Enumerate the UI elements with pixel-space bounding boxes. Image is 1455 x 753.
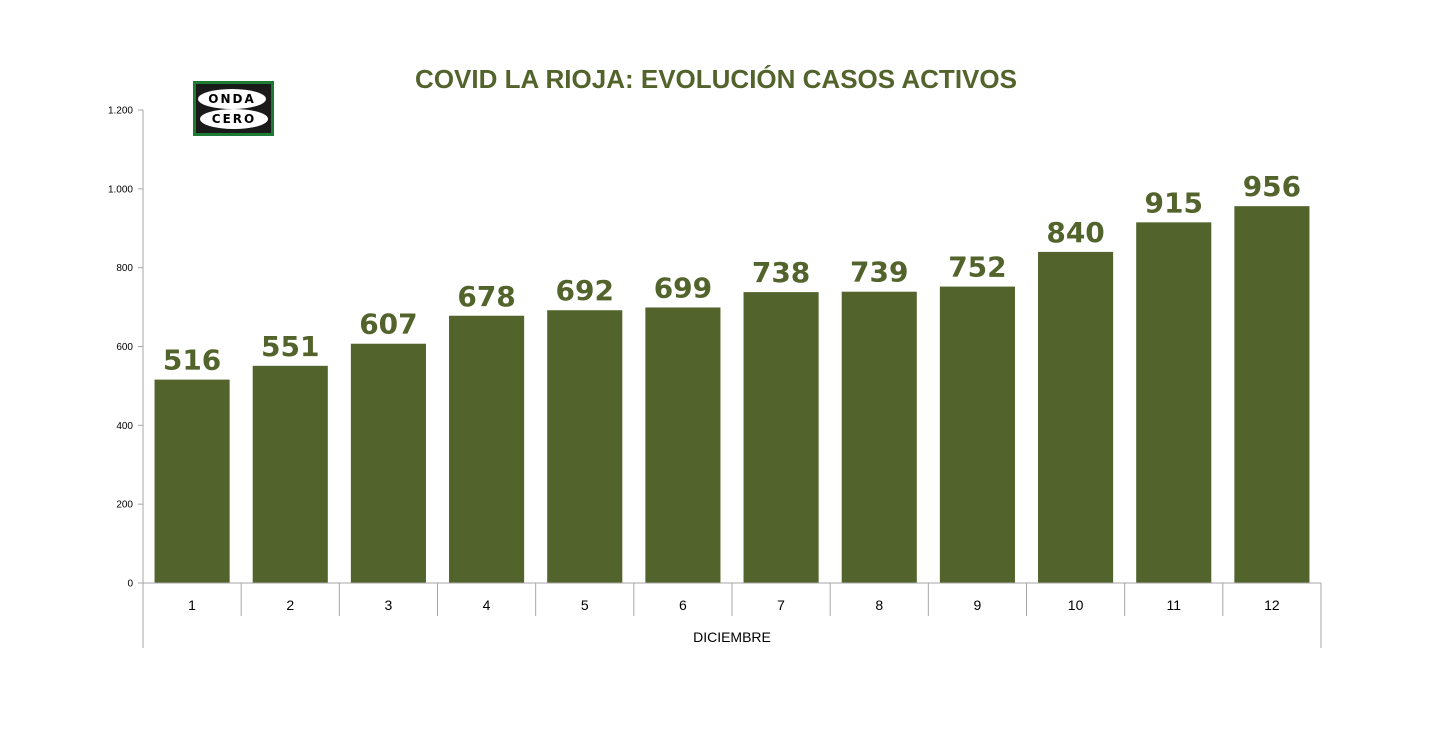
chart-title: COVID LA RIOJA: EVOLUCIÓN CASOS ACTIVOS	[415, 64, 1017, 94]
bar	[252, 365, 328, 583]
data-label: 699	[654, 271, 712, 304]
y-tick-label: 1.000	[108, 184, 133, 195]
bar	[1234, 206, 1310, 583]
y-tick-label: 1.200	[108, 106, 133, 117]
bar	[547, 310, 623, 583]
data-label: 956	[1243, 170, 1301, 203]
x-tick-label: 8	[875, 597, 883, 613]
x-tick-label: 5	[581, 597, 589, 613]
y-tick-label: 0	[127, 579, 133, 590]
x-tick-label: 12	[1264, 597, 1280, 613]
x-tick-label: 4	[483, 597, 491, 613]
data-label: 840	[1046, 216, 1104, 249]
bar	[154, 379, 230, 583]
data-label: 915	[1145, 186, 1203, 219]
bar	[841, 291, 917, 583]
bar	[939, 286, 1015, 583]
y-tick-label: 200	[116, 500, 133, 511]
bar	[743, 292, 819, 583]
data-label: 738	[752, 256, 810, 289]
data-label: 678	[457, 280, 515, 313]
bar	[350, 343, 426, 583]
data-label: 607	[359, 308, 417, 341]
x-tick-label: 11	[1166, 597, 1181, 613]
x-tick-label: 10	[1068, 597, 1084, 613]
bar	[645, 307, 721, 583]
x-tick-label: 9	[974, 597, 982, 613]
x-axis: 1 2 3 4 5 6 7 8 9 10 11 12	[143, 582, 1322, 648]
x-tick-label: 3	[385, 597, 393, 613]
y-tick-label: 400	[116, 421, 133, 432]
x-tick-label: 2	[286, 597, 294, 613]
bar	[449, 315, 525, 583]
data-labels: 516 551 607 678 692 699 738 739 752 840 915 956	[163, 170, 1301, 376]
y-axis-ticks: 0 200 400 600 800 1.000 1.200	[108, 106, 144, 648]
logo-text-bottom: CERO	[212, 112, 256, 126]
x-tick-label: 1	[188, 597, 196, 613]
onda-cero-logo: ONDA CERO	[193, 81, 274, 136]
data-label: 739	[850, 256, 908, 289]
x-axis-title: DICIEMBRE	[693, 629, 771, 645]
data-label: 692	[556, 274, 614, 307]
logo-text-top: ONDA	[208, 92, 256, 106]
bar	[1136, 222, 1212, 583]
y-tick-label: 800	[116, 263, 133, 274]
data-label: 752	[948, 251, 1006, 284]
bars	[154, 206, 1310, 583]
data-label: 551	[261, 330, 319, 363]
data-label: 516	[163, 344, 221, 377]
y-tick-label: 600	[116, 342, 133, 353]
bar	[1038, 251, 1114, 583]
x-tick-label: 7	[777, 597, 785, 613]
x-tick-label: 6	[679, 597, 687, 613]
